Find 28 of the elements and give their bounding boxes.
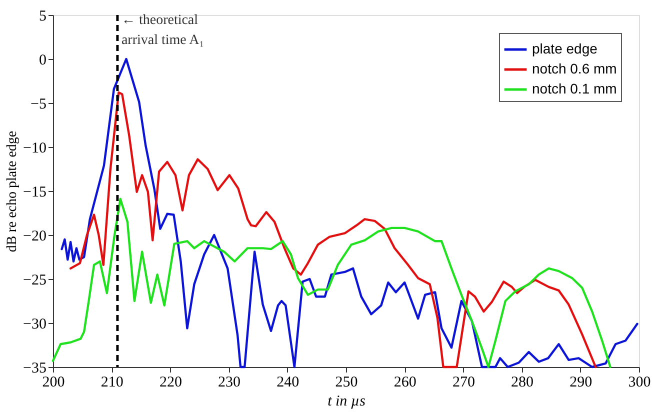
x-tick-label: 220 (159, 374, 182, 390)
x-tick-label: 260 (394, 374, 416, 390)
x-tick-label: 210 (100, 374, 124, 390)
line-series (60, 58, 638, 368)
line-series (52, 198, 612, 368)
legend-label: plate edge (532, 40, 598, 56)
y-tick-label: −35 (23, 360, 46, 376)
y-tick-label: 0 (39, 52, 46, 68)
x-tick-label: 280 (511, 374, 534, 390)
y-tick-label: 5 (39, 8, 46, 24)
y-tick-label: −5 (30, 96, 46, 112)
x-tick-label: 250 (335, 374, 358, 390)
y-tick-label: −10 (23, 140, 46, 156)
legend-label: notch 0.1 mm (532, 80, 617, 96)
x-tick-label: 270 (452, 374, 475, 390)
y-tick-label: −25 (23, 272, 46, 288)
x-tick-label: 300 (628, 374, 651, 390)
x-tick-label: 240 (276, 374, 300, 390)
x-tick-label: 230 (218, 374, 241, 390)
legend-label: notch 0.6 mm (532, 60, 617, 76)
y-axis-title: dB re echo plate edge (5, 130, 20, 252)
x-tick-label: 200 (42, 374, 65, 390)
y-tick-label: −30 (23, 316, 46, 332)
ref-line-label: ← theoretical arrival time A₁ (121, 13, 204, 48)
x-tick-label: 290 (570, 374, 592, 390)
x-axis-title: t in µs (328, 394, 366, 410)
y-tick-label: −20 (23, 228, 46, 244)
y-tick-label: −15 (23, 184, 46, 200)
